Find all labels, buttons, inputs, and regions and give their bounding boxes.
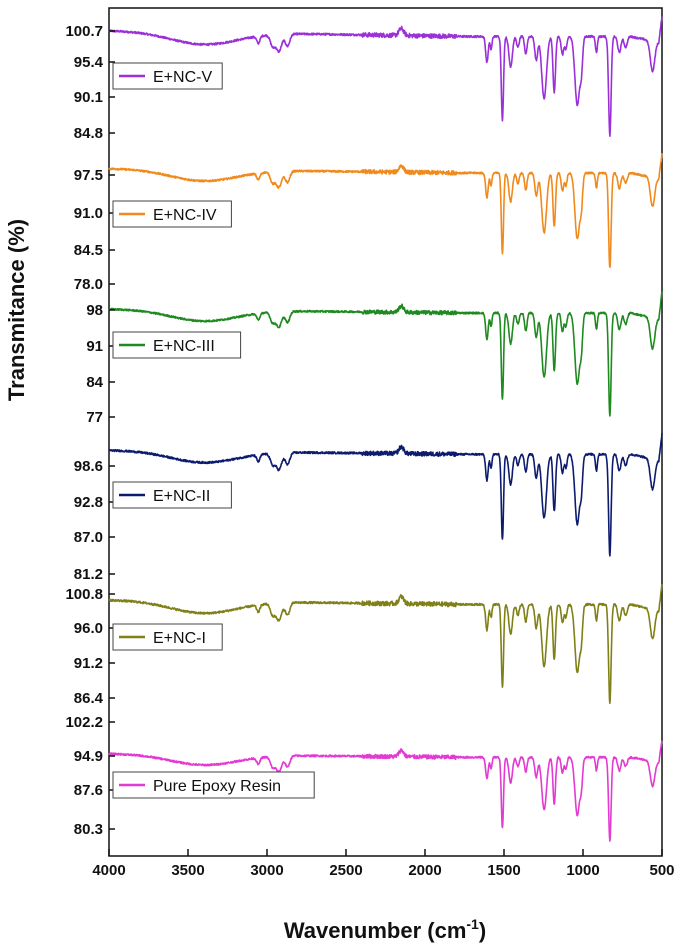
- x-axis-title-sup: -1: [466, 916, 479, 932]
- y-tick-label: 80.3: [74, 821, 103, 838]
- y-tick-label: 91.0: [74, 205, 103, 222]
- x-tick-label: 4000: [92, 862, 125, 879]
- x-tick-label: 2500: [329, 862, 362, 879]
- legend-label: E+NC-I: [153, 630, 206, 647]
- series-panel-2: 97.5 91.0 84.5 78.0 E+NC-IV: [74, 153, 663, 293]
- y-tick-label: 100.8: [65, 586, 103, 603]
- y-tick-label: 96.0: [74, 620, 103, 637]
- x-tick-label: 3500: [171, 862, 204, 879]
- x-axis-title: Wavenumber (cm-1): [284, 916, 486, 943]
- x-axis-title-close: ): [479, 918, 486, 943]
- y-tick-label: 98.6: [74, 458, 103, 475]
- series-panel-6: 102.2 94.9 87.6 80.3 Pure Epoxy Resin: [65, 714, 663, 842]
- y-axis-title: Transmitance (%): [4, 219, 29, 401]
- series-line: [108, 16, 663, 137]
- series-line: [108, 740, 663, 842]
- legend-label: E+NC-IV: [153, 207, 217, 224]
- series-panel-1: 100.7 95.4 90.1 84.8 E+NC-V: [65, 16, 663, 142]
- x-tick-label: 500: [649, 862, 674, 879]
- y-tick-label: 84.8: [74, 125, 103, 142]
- legend-label: Pure Epoxy Resin: [153, 778, 281, 795]
- y-tick-label: 86.4: [74, 690, 104, 707]
- y-tick-label: 84.5: [74, 242, 103, 259]
- y-tick-label: 87.6: [74, 782, 103, 799]
- legend-label: E+NC-III: [153, 338, 215, 355]
- y-tick-label: 90.1: [74, 89, 103, 106]
- y-tick-label: 92.8: [74, 494, 103, 511]
- legend-box: [112, 771, 315, 799]
- series-panel-4: 98.6 92.8 87.0 81.2 E+NC-II: [74, 432, 663, 583]
- legend-label: E+NC-II: [153, 488, 210, 505]
- series-panel-3: 98 91 84 77 E+NC-III: [86, 291, 663, 426]
- y-tick-label: 87.0: [74, 529, 103, 546]
- x-tick-label: 1500: [487, 862, 520, 879]
- y-tick-label: 81.2: [74, 566, 103, 583]
- x-tick-label: 1000: [566, 862, 599, 879]
- x-axis: 4000 3500 3000 2500 2000 1500 1000 500: [92, 849, 675, 879]
- series-line: [108, 584, 663, 705]
- y-tick-label: 97.5: [74, 167, 103, 184]
- y-tick-label: 78.0: [74, 276, 103, 293]
- x-tick-label: 3000: [250, 862, 283, 879]
- series-line: [108, 291, 663, 417]
- y-tick-label: 94.9: [74, 748, 103, 765]
- series-line: [108, 432, 663, 557]
- y-tick-label: 98: [86, 302, 103, 319]
- plot-frame: [108, 7, 663, 857]
- legend-label: E+NC-V: [153, 69, 212, 86]
- series-layer: 100.7 95.4 90.1 84.8 E+NC-V 97.5 91.0 84.5 78.0 E…: [65, 16, 663, 842]
- y-tick-label: 77: [86, 409, 103, 426]
- y-tick-label: 100.7: [65, 23, 103, 40]
- y-tick-label: 102.2: [65, 714, 103, 731]
- y-tick-label: 91: [86, 338, 103, 355]
- x-axis-title-main: Wavenumber (cm: [284, 918, 467, 943]
- y-tick-label: 84: [86, 374, 103, 391]
- series-panel-5: 100.8 96.0 91.2 86.4 E+NC-I: [65, 584, 663, 707]
- y-tick-label: 95.4: [74, 54, 104, 71]
- series-line: [108, 153, 663, 269]
- x-tick-label: 2000: [408, 862, 441, 879]
- y-tick-label: 91.2: [74, 655, 103, 672]
